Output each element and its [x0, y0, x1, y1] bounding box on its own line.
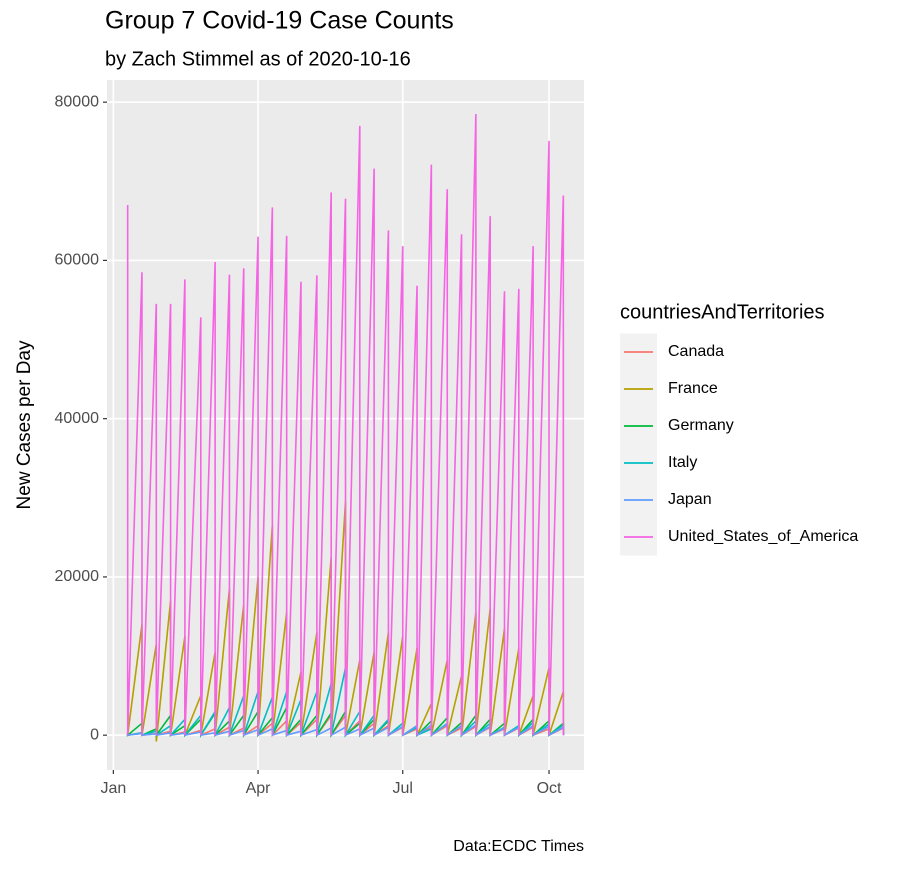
chart-title: Group 7 Covid-19 Case Counts — [105, 7, 454, 35]
legend-label: Japan — [668, 491, 712, 508]
legend-label: United_States_of_America — [668, 528, 858, 545]
y-tick-label: 60000 — [55, 252, 100, 269]
legend-title: countriesAndTerritories — [620, 301, 825, 323]
caption: Data:ECDC Times — [453, 838, 584, 855]
series-line — [126, 114, 565, 736]
x-tick-label: Apr — [246, 780, 272, 797]
y-tick-label: 40000 — [55, 410, 100, 427]
legend-label: Germany — [668, 417, 734, 434]
y-tick-label: 80000 — [55, 93, 100, 110]
legend-label: Italy — [668, 454, 697, 471]
legend-label: France — [668, 380, 718, 397]
y-tick-label: 0 — [90, 726, 99, 743]
y-axis-label: New Cases per Day — [14, 340, 35, 509]
y-tick-label: 20000 — [55, 568, 100, 585]
x-tick-label: Oct — [537, 780, 562, 797]
x-tick-label: Jan — [100, 780, 126, 797]
chart-subtitle: by Zach Stimmel as of 2020-10-16 — [105, 48, 411, 70]
x-tick-label: Jul — [393, 780, 413, 797]
legend-label: Canada — [668, 343, 724, 360]
